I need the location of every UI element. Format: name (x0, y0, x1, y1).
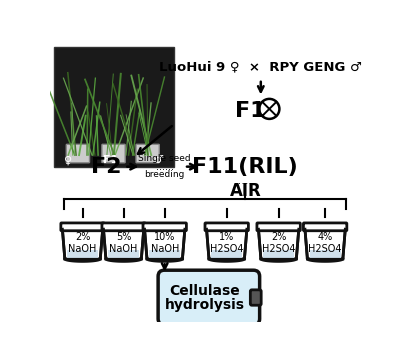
Text: Cellulase: Cellulase (170, 285, 240, 298)
FancyBboxPatch shape (54, 47, 174, 167)
FancyBboxPatch shape (102, 223, 145, 231)
Text: Single seed: Single seed (138, 155, 191, 163)
Text: ......: ...... (234, 176, 256, 185)
Text: F2: F2 (90, 157, 121, 177)
Polygon shape (310, 249, 340, 258)
Text: F1: F1 (103, 156, 118, 165)
FancyBboxPatch shape (143, 223, 186, 231)
FancyBboxPatch shape (136, 144, 159, 163)
Text: 2%
NaOH: 2% NaOH (68, 232, 97, 254)
Polygon shape (67, 249, 98, 258)
Polygon shape (258, 229, 299, 259)
Text: 10%
NaOH: 10% NaOH (150, 232, 179, 254)
FancyBboxPatch shape (61, 223, 104, 231)
Polygon shape (149, 249, 180, 258)
Text: breeding: breeding (144, 170, 185, 179)
Text: F1: F1 (235, 101, 265, 121)
FancyBboxPatch shape (66, 144, 90, 163)
Polygon shape (305, 229, 345, 259)
Polygon shape (206, 229, 247, 259)
Polygon shape (104, 229, 144, 259)
FancyBboxPatch shape (102, 144, 125, 163)
Text: LuoHui 9 ♀  ×  RPY GENG ♂: LuoHui 9 ♀ × RPY GENG ♂ (159, 60, 362, 73)
FancyBboxPatch shape (304, 223, 347, 231)
FancyBboxPatch shape (205, 223, 248, 231)
Text: hydrolysis: hydrolysis (165, 298, 245, 312)
FancyBboxPatch shape (257, 223, 300, 231)
Text: ♂: ♂ (154, 156, 164, 165)
Text: 2%
H2SO4: 2% H2SO4 (262, 232, 295, 254)
Text: ♀: ♀ (64, 156, 72, 165)
Text: 4%
H2SO4: 4% H2SO4 (308, 232, 342, 254)
Polygon shape (211, 249, 242, 258)
Text: F11(RIL): F11(RIL) (192, 157, 298, 177)
Text: 1%
H2SO4: 1% H2SO4 (210, 232, 244, 254)
Polygon shape (62, 229, 103, 259)
FancyBboxPatch shape (250, 290, 261, 305)
FancyBboxPatch shape (158, 270, 260, 325)
Text: 5%
NaOH: 5% NaOH (110, 232, 138, 254)
Polygon shape (144, 229, 185, 259)
Text: ......: ...... (156, 162, 174, 172)
Polygon shape (263, 249, 294, 258)
Polygon shape (108, 249, 139, 258)
Text: AIR: AIR (230, 182, 261, 200)
